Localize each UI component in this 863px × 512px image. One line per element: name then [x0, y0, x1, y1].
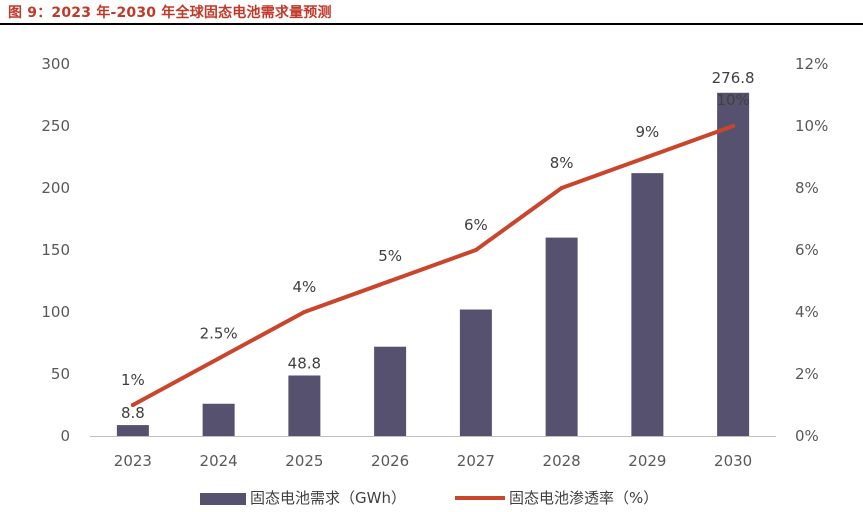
- line-point-2025: [302, 310, 307, 314]
- x-tick-label: 2023: [114, 452, 152, 470]
- figure-title: 图 9：2023 年-2030 年全球固态电池需求量预测: [8, 5, 332, 21]
- legend-label-demand: 固态电池需求（GWh）: [250, 489, 406, 507]
- bar-2029: [631, 173, 664, 436]
- bar-2024: [202, 403, 235, 436]
- x-tick-label: 2030: [714, 452, 752, 470]
- x-axis-labels: 2023 2024 2025 2026 2027 2028 2029 2030: [114, 452, 752, 470]
- bar-2023: [116, 425, 149, 436]
- x-tick-label: 2027: [457, 452, 495, 470]
- right-tick-label: 6%: [795, 241, 819, 259]
- right-tick-label: 2%: [795, 365, 819, 383]
- line-point-2028: [559, 186, 564, 190]
- legend-label-penetration: 固态电池渗透率（%）: [509, 489, 659, 507]
- left-tick-label: 100: [41, 303, 70, 321]
- penetration-line: [130, 124, 736, 407]
- penetration-label-2024: 2.5%: [200, 325, 238, 343]
- legend-item-demand: 固态电池需求（GWh）: [200, 487, 440, 509]
- line-point-2030: [731, 124, 736, 128]
- penetration-label-2023: 1%: [121, 371, 145, 389]
- right-tick-label: 10%: [795, 117, 828, 135]
- right-axis: 0% 2% 4% 6% 8% 10% 12%: [795, 55, 828, 445]
- left-tick-label: 200: [41, 179, 70, 197]
- penetration-label-2027: 6%: [464, 216, 488, 234]
- right-tick-label: 8%: [795, 179, 819, 197]
- right-tick-label: 0%: [795, 427, 819, 445]
- labels-layer: 1% 2.5% 4% 5% 6% 8% 9% 10% 8.8 48.8 276.8: [121, 69, 755, 422]
- left-tick-label: 300: [41, 55, 70, 73]
- x-tick-label: 2028: [543, 452, 581, 470]
- bar-line-chart: 1% 2.5% 4% 5% 6% 8% 9% 10% 8.8 48.8 276.8 0 50 100 15…: [41, 55, 828, 470]
- line-point-2029: [645, 155, 650, 159]
- penetration-label-2030: 10%: [716, 91, 749, 109]
- legend: 固态电池需求（GWh） 固态电池渗透率（%）: [0, 487, 863, 509]
- right-tick-label: 12%: [795, 55, 828, 73]
- line-layer: [130, 124, 736, 407]
- left-tick-label: 0: [60, 427, 70, 445]
- bar-2026: [374, 346, 407, 436]
- line-point-2027: [473, 248, 478, 252]
- legend-item-penetration: 固态电池渗透率（%）: [455, 487, 695, 509]
- bars-layer: [116, 92, 750, 436]
- bar-2028: [545, 237, 578, 436]
- bar-2025: [288, 375, 321, 436]
- bar-2030: [717, 92, 750, 436]
- x-tick-label: 2029: [628, 452, 666, 470]
- title-rule: [0, 23, 863, 25]
- line-point-2026: [388, 279, 393, 283]
- penetration-label-2029: 9%: [635, 123, 659, 141]
- demand-label-2023: 8.8: [121, 404, 145, 422]
- left-axis: 0 50 100 150 200 250 300: [41, 55, 70, 445]
- line-point-2024: [216, 356, 221, 361]
- x-tick-label: 2026: [371, 452, 409, 470]
- penetration-label-2025: 4%: [292, 278, 316, 296]
- legend-swatch-line: [455, 496, 505, 500]
- demand-label-2025: 48.8: [288, 354, 321, 372]
- penetration-label-2026: 5%: [378, 247, 402, 265]
- left-tick-label: 150: [41, 241, 70, 259]
- x-tick-label: 2025: [285, 452, 323, 470]
- demand-label-2030: 276.8: [712, 69, 755, 87]
- left-tick-label: 250: [41, 117, 70, 135]
- line-point-2023: [130, 403, 135, 407]
- right-tick-label: 4%: [795, 303, 819, 321]
- x-tick-label: 2024: [200, 452, 238, 470]
- bar-2027: [459, 309, 492, 436]
- legend-swatch-bar: [200, 493, 246, 505]
- left-tick-label: 50: [51, 365, 70, 383]
- penetration-label-2028: 8%: [550, 154, 574, 172]
